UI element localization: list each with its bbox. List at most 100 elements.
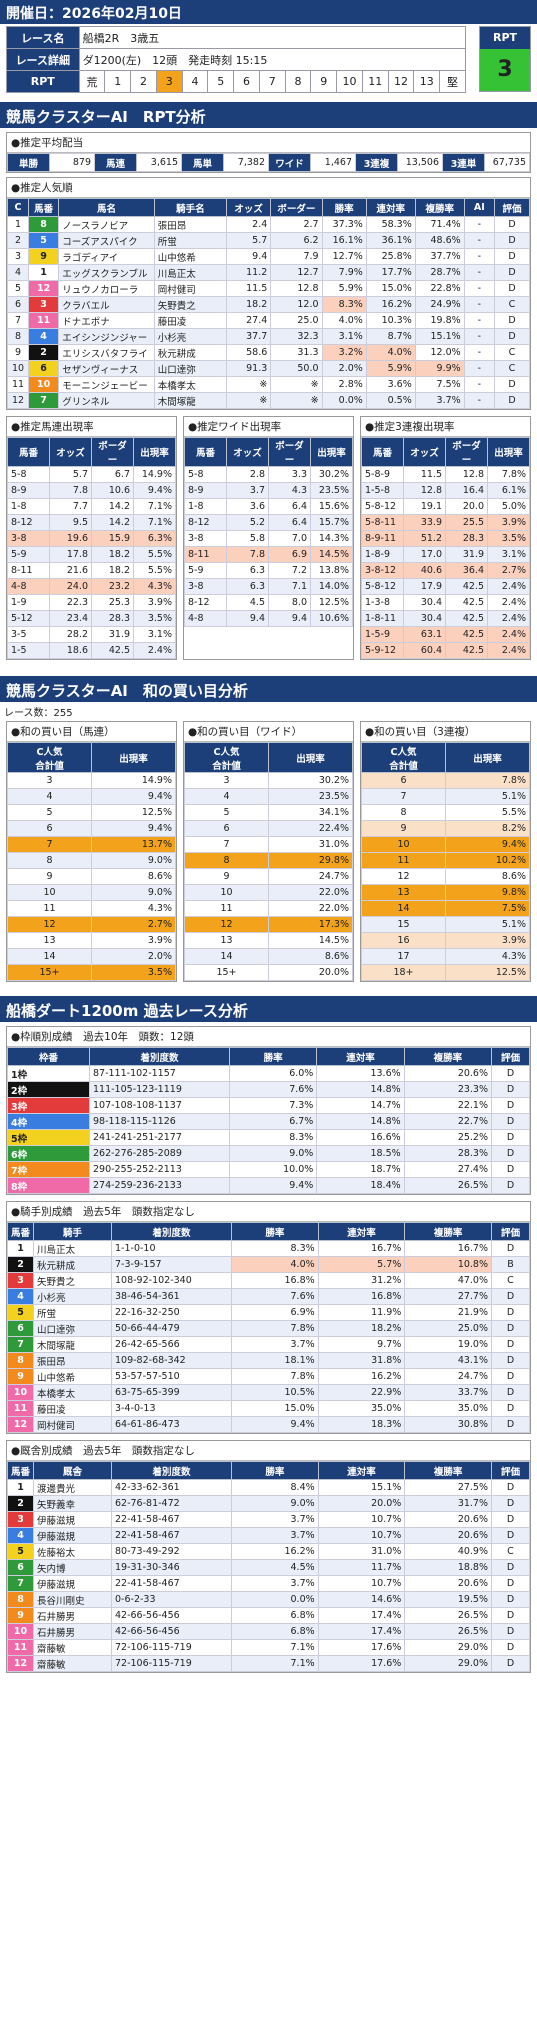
estimate-cell: 7.2 — [268, 562, 311, 579]
estimate-cell: 14.5% — [310, 546, 353, 563]
table-row: 4 9.4% — [7, 788, 176, 805]
estimate-cell: 8-9 — [184, 482, 227, 499]
pop-cell: 4.0% — [365, 344, 416, 361]
estimate-cell: 5.2 — [226, 514, 269, 531]
estimate-cell: 30.2% — [310, 466, 353, 483]
wa-cell: 31.0% — [268, 836, 353, 853]
waku-cell: 14.8% — [316, 1081, 405, 1098]
table-row: 6 9.4% — [7, 820, 176, 837]
jockey-cell: 16.2% — [317, 1368, 406, 1385]
pop-header: 連対率 — [365, 198, 416, 217]
estimate-cell: 7.1 — [268, 578, 311, 595]
wa-cell: 17 — [361, 948, 446, 965]
wa-cell: 2.0% — [91, 948, 176, 965]
wa-cell: 17.3% — [268, 916, 353, 933]
pop-cell: 11 — [27, 312, 60, 329]
jockey-cell: 川島正太 — [33, 1240, 112, 1257]
estimate-cell: 8-11 — [184, 546, 227, 563]
wa-table: C人気 合計値 出現率 6 7.8% 7 5.1% 8 5.5% 9 8.2% 10 9.4% 11 10… — [361, 742, 530, 981]
trainer-cell: 3.7% — [231, 1511, 319, 1528]
pop-cell: 12 — [7, 392, 29, 409]
waku-header: 複勝率 — [403, 1047, 493, 1066]
trainer-cell: 18.8% — [404, 1559, 492, 1576]
table-row: 8-12 5.2 6.4 15.7% — [184, 514, 353, 531]
table-row: 13 3.9% — [7, 932, 176, 949]
pop-cell: 12 — [27, 280, 60, 297]
table-row: 5 所蛍 22-16-32-250 6.9% 11.9% 21.9% D — [7, 1304, 530, 1321]
jockey-cell: 15.0% — [231, 1400, 319, 1417]
wa-cell: 5.1% — [445, 916, 530, 933]
pop-cell: D — [493, 376, 531, 393]
wa-cell: 22.0% — [268, 900, 353, 917]
trainer-cell: 11.7% — [317, 1559, 406, 1576]
race-detail-label: レース詳細 — [6, 48, 80, 71]
pop-cell: 本橋孝太 — [153, 376, 228, 393]
jockey-header: 評価 — [491, 1222, 530, 1241]
jockey-cell: 43.1% — [404, 1352, 492, 1369]
jockey-cell: 7.8% — [231, 1368, 319, 1385]
pop-cell: 張田昂 — [153, 216, 228, 233]
wa-box-2: ●和の買い目（3連複） C人気 合計値 出現率 6 7.8% 7 5.1% 8 5.5% 9 8.2… — [360, 721, 531, 982]
waku-cell: 111-105-123-1119 — [89, 1081, 230, 1098]
wa-tables: ●和の買い目（馬連） C人気 合計値 出現率 3 14.9% 4 9.4% 5 12.5% 6 9.… — [6, 721, 531, 982]
wa-cell: 9 — [184, 868, 269, 885]
pop-cell: D — [493, 264, 531, 281]
jockey-cell: 16.8% — [317, 1288, 406, 1305]
estimate-cell: 1-8-9 — [361, 546, 404, 563]
waku-cell: 10.0% — [228, 1161, 318, 1178]
trainer-cell: 10 — [7, 1623, 34, 1640]
waku-cell: D — [491, 1145, 530, 1162]
pop-cell: 9.4 — [226, 248, 272, 265]
estimate-cell: 42.5 — [445, 610, 488, 627]
table-row: 8 5.5% — [361, 804, 530, 821]
jockey-cell: B — [491, 1256, 530, 1273]
wa-cell: 13 — [184, 932, 269, 949]
payout-key: 3連単 — [442, 153, 485, 172]
trainer-cell: D — [491, 1607, 530, 1624]
pop-cell: 8 — [27, 216, 60, 233]
table-row: 5-9-12 60.4 42.5 2.4% — [361, 642, 530, 659]
scale-right: 堅 — [439, 70, 466, 93]
popularity-box: ●推定人気順 C 馬番 馬名 騎手名 オッズ ボーダー 勝率 連対率 複勝率 AI 評価 1 8 ノースラ… — [6, 177, 531, 410]
trainer-cell: 7.1% — [231, 1655, 319, 1672]
waku-cell: D — [491, 1177, 530, 1194]
wa-box-1: ●和の買い目（ワイド） C人気 合計値 出現率 3 30.2% 4 23.5% 5 34.1% 6… — [183, 721, 354, 982]
waku-cell: 87-111-102-1157 — [89, 1065, 230, 1082]
wa-cell: 18+ — [361, 964, 446, 981]
table-row: 3 伊藤滋規 22-41-58-467 3.7% 10.7% 20.6% D — [7, 1511, 530, 1528]
table-row: 8-12 4.5 8.0 12.5% — [184, 594, 353, 611]
trainer-cell: 26.5% — [404, 1623, 492, 1640]
estimate-cell: 51.2 — [403, 530, 446, 547]
pop-cell: ※ — [270, 392, 323, 409]
table-row: 16 3.9% — [361, 932, 530, 949]
table-row: 14 7.5% — [361, 900, 530, 917]
jockey-cell: 11.9% — [317, 1304, 406, 1321]
pop-cell: D — [493, 312, 531, 329]
table-row: 1-3-8 30.4 42.5 2.4% — [361, 594, 530, 611]
pop-cell: 11.2 — [226, 264, 272, 281]
table-row: 3 14.9% — [7, 772, 176, 789]
estimate-header: 出現率 — [310, 437, 353, 467]
trainer-header: 馬番 — [7, 1461, 34, 1480]
estimate-header: オッズ — [403, 437, 446, 467]
estimate-cell: 4-8 — [7, 578, 50, 595]
estimate-cell: 5.7 — [49, 466, 92, 483]
scale-12: 12 — [387, 70, 415, 93]
waku-cell: D — [491, 1081, 530, 1098]
table-row: 5-8-12 17.9 42.5 2.4% — [361, 578, 530, 595]
payout-key: 馬連 — [94, 153, 137, 172]
waku-header: 枠番 — [7, 1047, 90, 1066]
trainer-cell: 4.5% — [231, 1559, 319, 1576]
jockey-cell: 31.8% — [317, 1352, 406, 1369]
estimate-cell: 8-11 — [7, 562, 50, 579]
waku-cell: 262-276-285-2089 — [89, 1145, 230, 1162]
trainer-cell: 22-41-58-467 — [111, 1511, 232, 1528]
estimate-box-0: ●推定馬連出現率 馬番 オッズ ボーダー 出現率 5-8 5.7 6.7 14.9% 8-9 7.8… — [6, 416, 177, 660]
trainer-cell: 矢内博 — [33, 1559, 112, 1576]
wa-table: C人気 合計値 出現率 3 14.9% 4 9.4% 5 12.5% 6 9.4% 7 13.7% 8 9… — [7, 742, 176, 981]
estimate-cell: 25.5 — [445, 514, 488, 531]
trainer-header: 着別度数 — [111, 1461, 232, 1480]
trainer-cell: 8.4% — [231, 1479, 319, 1496]
pop-cell: 10.3% — [365, 312, 416, 329]
pop-cell: 4.0% — [321, 312, 367, 329]
